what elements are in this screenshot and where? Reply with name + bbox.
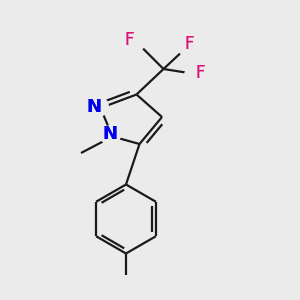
Text: N: N [86,98,101,116]
Text: N: N [86,98,101,116]
Text: F: F [196,64,205,82]
Text: F: F [124,31,134,49]
Text: F: F [124,31,134,49]
Text: F: F [185,35,194,53]
Text: N: N [102,125,117,143]
Text: F: F [196,64,205,82]
Text: F: F [185,35,194,53]
Text: N: N [102,125,117,143]
